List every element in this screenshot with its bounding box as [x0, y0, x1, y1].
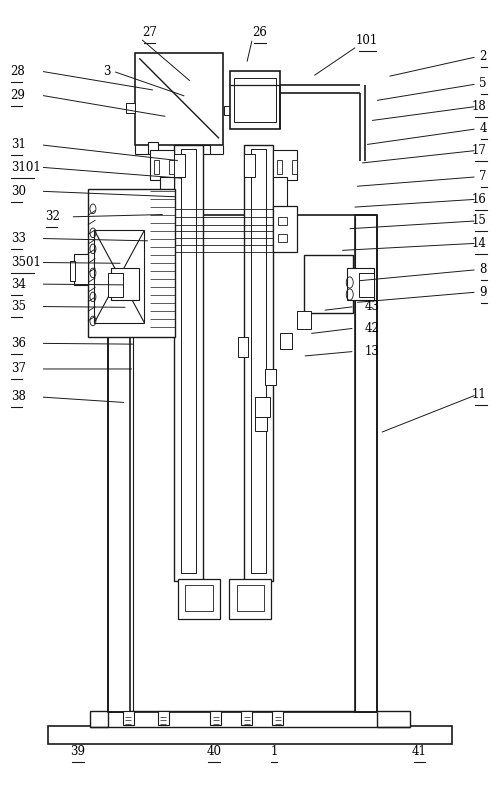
- Text: 26: 26: [252, 26, 268, 39]
- Bar: [255, 397, 270, 417]
- Bar: [278, 217, 287, 225]
- Text: 13: 13: [364, 345, 380, 358]
- Text: 3: 3: [103, 65, 110, 78]
- Bar: [273, 176, 287, 209]
- Text: 36: 36: [10, 337, 26, 350]
- Text: 16: 16: [472, 192, 487, 206]
- Text: 5: 5: [480, 78, 487, 91]
- Bar: [174, 145, 203, 581]
- Bar: [234, 78, 276, 123]
- Bar: [185, 585, 212, 611]
- Bar: [237, 585, 264, 611]
- Bar: [168, 160, 173, 174]
- Bar: [178, 145, 210, 155]
- Bar: [123, 711, 134, 725]
- Text: 30: 30: [10, 184, 26, 198]
- Bar: [241, 711, 252, 725]
- Bar: [150, 205, 174, 252]
- Bar: [174, 155, 185, 176]
- Bar: [358, 273, 374, 297]
- Bar: [238, 337, 248, 357]
- Bar: [304, 255, 352, 313]
- Bar: [273, 150, 297, 180]
- Text: 17: 17: [472, 144, 487, 157]
- Bar: [74, 254, 88, 285]
- Text: 33: 33: [10, 232, 26, 245]
- Text: 3101: 3101: [10, 160, 40, 174]
- Text: 4: 4: [480, 122, 487, 136]
- Bar: [158, 711, 168, 725]
- Text: 3501: 3501: [10, 256, 40, 269]
- Text: 9: 9: [480, 286, 487, 298]
- Bar: [272, 711, 283, 725]
- Bar: [178, 579, 220, 619]
- Text: 8: 8: [480, 263, 487, 276]
- Text: 43: 43: [364, 300, 380, 313]
- Bar: [148, 143, 158, 155]
- Bar: [278, 234, 287, 242]
- Text: 42: 42: [364, 322, 380, 334]
- Bar: [154, 234, 163, 242]
- Bar: [273, 205, 297, 252]
- Bar: [251, 149, 266, 573]
- Text: 101: 101: [356, 34, 378, 47]
- Bar: [70, 261, 75, 281]
- Bar: [136, 53, 222, 145]
- Text: 7: 7: [480, 170, 487, 184]
- Text: 15: 15: [472, 214, 487, 227]
- Text: 38: 38: [10, 391, 26, 403]
- Bar: [346, 268, 374, 300]
- Bar: [108, 215, 130, 711]
- Text: 28: 28: [10, 65, 26, 78]
- Text: 40: 40: [206, 745, 222, 758]
- Bar: [229, 579, 272, 619]
- Bar: [230, 71, 280, 129]
- Bar: [94, 230, 144, 322]
- Text: 39: 39: [70, 745, 86, 758]
- Text: 11: 11: [472, 388, 487, 401]
- Text: 41: 41: [412, 745, 427, 758]
- Bar: [298, 311, 312, 329]
- Text: 32: 32: [46, 210, 60, 224]
- Bar: [150, 150, 174, 180]
- Bar: [255, 417, 268, 431]
- Bar: [126, 103, 136, 113]
- Bar: [48, 726, 452, 743]
- Text: 14: 14: [472, 237, 487, 249]
- Text: 29: 29: [10, 89, 26, 102]
- Bar: [277, 160, 282, 174]
- Bar: [154, 160, 159, 174]
- Bar: [210, 711, 221, 725]
- Bar: [108, 273, 123, 297]
- Bar: [88, 188, 175, 337]
- Bar: [244, 145, 273, 581]
- Bar: [154, 217, 163, 225]
- Bar: [181, 149, 196, 573]
- Text: 34: 34: [10, 277, 26, 290]
- Text: 35: 35: [10, 300, 26, 313]
- Text: 18: 18: [472, 100, 487, 113]
- Text: 27: 27: [142, 26, 156, 39]
- Text: 37: 37: [10, 363, 26, 375]
- Bar: [160, 176, 174, 209]
- Text: 2: 2: [480, 51, 487, 63]
- Bar: [224, 106, 232, 115]
- Bar: [90, 711, 409, 727]
- Bar: [265, 369, 276, 385]
- Bar: [244, 155, 255, 176]
- Bar: [292, 160, 297, 174]
- Bar: [280, 333, 292, 349]
- Bar: [112, 268, 139, 300]
- Text: 31: 31: [10, 138, 26, 152]
- Text: 1: 1: [270, 745, 278, 758]
- Bar: [354, 215, 377, 711]
